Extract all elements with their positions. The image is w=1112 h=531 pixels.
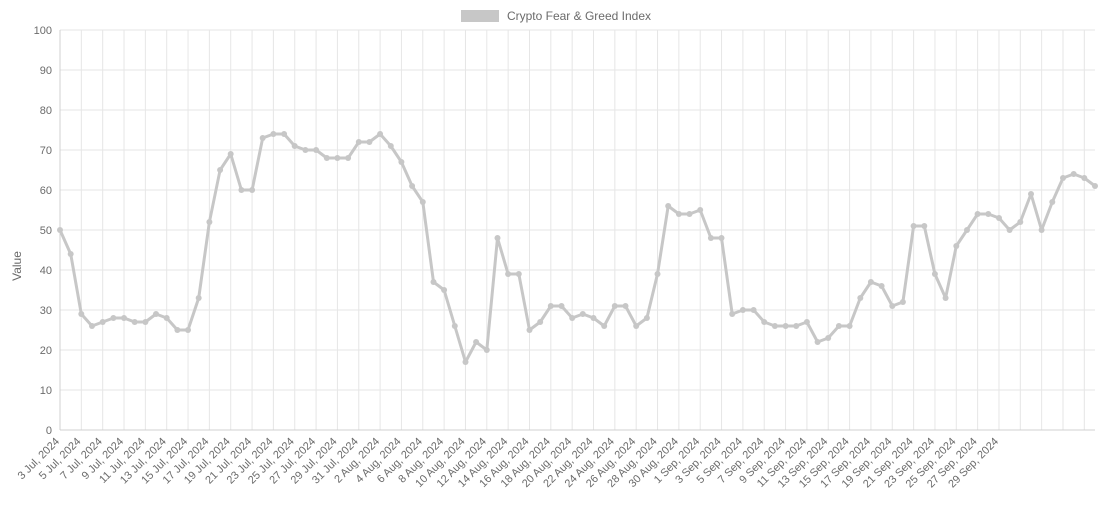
svg-text:10: 10 — [40, 385, 52, 397]
svg-text:40: 40 — [40, 265, 52, 277]
legend: Crypto Fear & Greed Index — [0, 8, 1112, 23]
legend-label: Crypto Fear & Greed Index — [507, 9, 651, 23]
svg-text:50: 50 — [40, 225, 52, 237]
fear-greed-chart: Crypto Fear & Greed Index Value 01020304… — [0, 0, 1112, 531]
svg-text:100: 100 — [34, 25, 52, 37]
svg-text:20: 20 — [40, 345, 52, 357]
svg-text:70: 70 — [40, 145, 52, 157]
svg-text:60: 60 — [40, 185, 52, 197]
svg-text:0: 0 — [46, 425, 52, 437]
legend-swatch — [461, 10, 499, 22]
svg-text:90: 90 — [40, 65, 52, 77]
chart-svg: 01020304050607080901003 Jul, 20245 Jul, … — [0, 0, 1112, 531]
svg-text:30: 30 — [40, 305, 52, 317]
svg-text:80: 80 — [40, 105, 52, 117]
y-axis-label: Value — [10, 251, 24, 281]
